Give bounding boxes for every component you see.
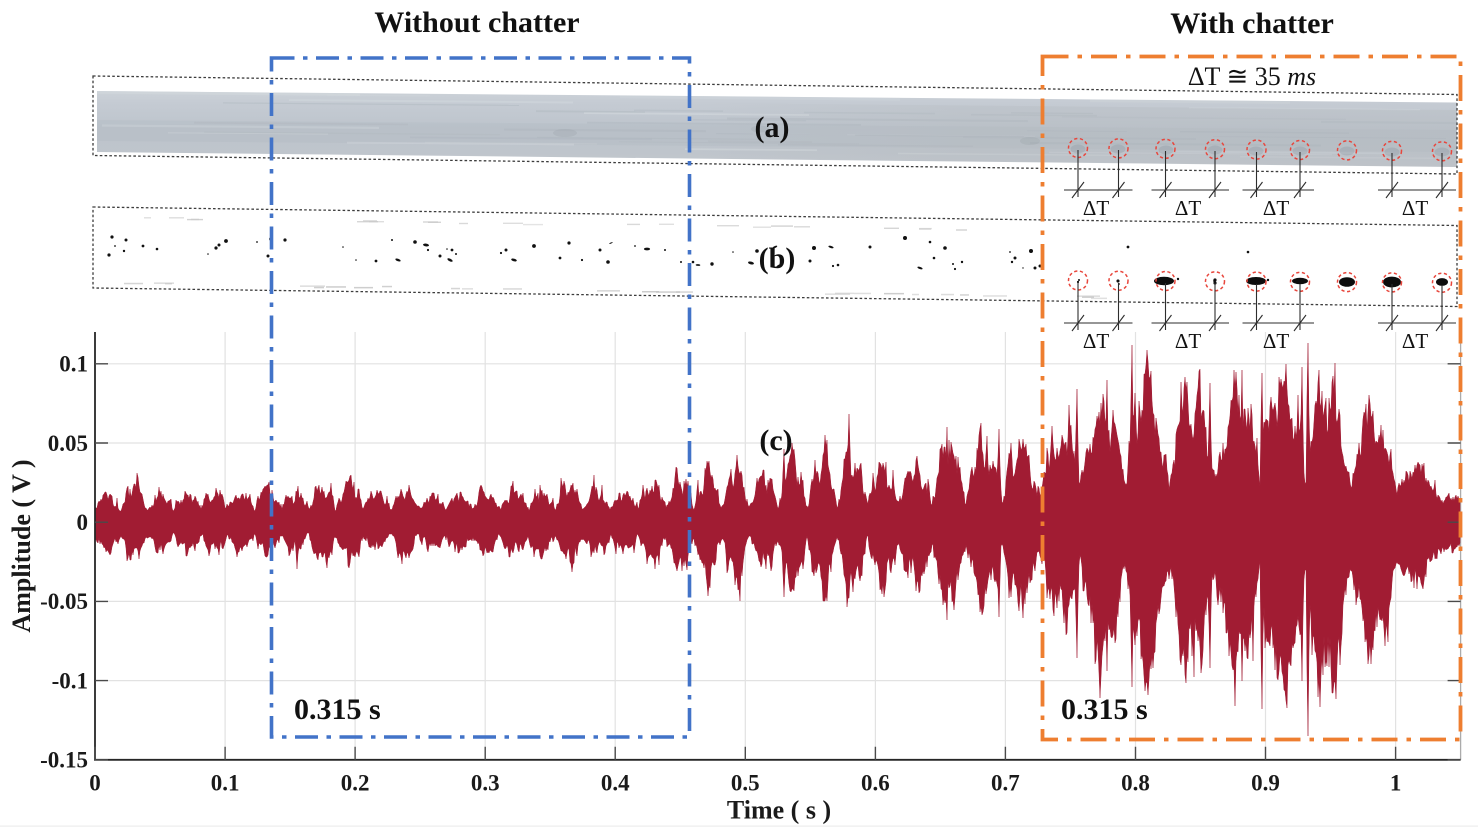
svg-text:0.7: 0.7 [991, 771, 1020, 796]
svg-text:-0.15: -0.15 [40, 748, 88, 773]
svg-text:0.05: 0.05 [48, 431, 88, 456]
svg-text:ΔT: ΔT [1263, 329, 1290, 353]
svg-text:-0.1: -0.1 [52, 668, 88, 693]
svg-text:ΔT: ΔT [1083, 329, 1110, 353]
svg-text:0.2: 0.2 [341, 771, 370, 796]
svg-text:Amplitude ( V ): Amplitude ( V ) [7, 459, 36, 632]
svg-text:Time ( s ): Time ( s ) [727, 796, 831, 825]
svg-text:ΔT: ΔT [1083, 196, 1110, 220]
svg-text:0.315 s: 0.315 s [1061, 693, 1148, 726]
svg-text:0: 0 [89, 771, 101, 796]
svg-text:(a): (a) [755, 111, 790, 144]
svg-text:ΔT: ΔT [1402, 196, 1429, 220]
svg-text:0.1: 0.1 [211, 771, 240, 796]
svg-text:0.6: 0.6 [861, 771, 890, 796]
svg-text:ΔT ≅ 35 ms: ΔT ≅ 35 ms [1188, 62, 1316, 91]
svg-text:(c): (c) [759, 424, 792, 457]
svg-text:0.4: 0.4 [601, 771, 630, 796]
svg-text:-0.05: -0.05 [40, 589, 88, 614]
svg-text:ΔT: ΔT [1263, 196, 1290, 220]
svg-text:ΔT: ΔT [1175, 329, 1202, 353]
svg-text:(b): (b) [759, 242, 796, 275]
svg-text:0.1: 0.1 [59, 352, 88, 377]
svg-text:0.9: 0.9 [1251, 771, 1280, 796]
svg-text:0.315 s: 0.315 s [294, 693, 381, 726]
svg-text:1: 1 [1390, 771, 1402, 796]
svg-text:ΔT: ΔT [1175, 196, 1202, 220]
svg-text:0: 0 [77, 510, 89, 535]
svg-text:ΔT: ΔT [1402, 329, 1429, 353]
svg-text:0.3: 0.3 [471, 771, 500, 796]
svg-text:0.5: 0.5 [731, 771, 760, 796]
svg-text:0.8: 0.8 [1121, 771, 1150, 796]
svg-text:With chatter: With chatter [1170, 7, 1334, 40]
svg-text:Without chatter: Without chatter [374, 6, 579, 39]
